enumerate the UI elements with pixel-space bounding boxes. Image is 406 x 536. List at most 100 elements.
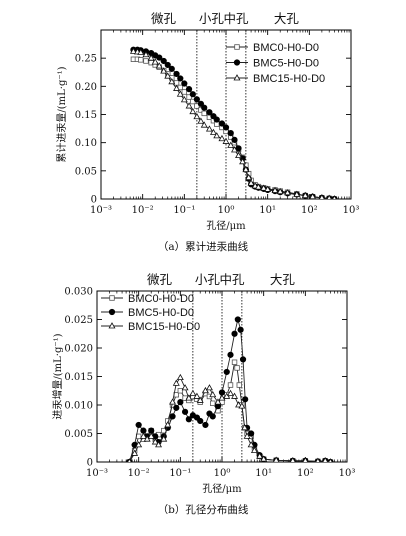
data-point <box>214 398 222 405</box>
data-point <box>237 326 244 333</box>
data-point <box>155 441 163 448</box>
data-point <box>181 80 188 87</box>
data-point <box>218 120 226 127</box>
y-tick-label: 0.020 <box>64 344 93 355</box>
data-point <box>328 458 333 462</box>
region-label: 小孔 <box>199 11 225 26</box>
legend-marker <box>109 295 115 301</box>
data-point <box>186 94 192 100</box>
data-point <box>205 384 213 391</box>
data-point <box>139 432 147 439</box>
data-point <box>271 186 279 193</box>
data-point <box>223 368 230 376</box>
legend-label: BMC0-H0-D0 <box>253 42 319 54</box>
data-point <box>231 146 238 153</box>
chart-a: 微孔 小孔 中孔 大孔 10⁻³ 10⁻² 10⁻¹ 10⁰ 10¹ 10² 10³ 0 0.05 0.1… <box>55 11 359 232</box>
data-point <box>231 359 238 365</box>
caption-b: （b）孔径分布曲线 <box>158 503 249 516</box>
x-axis-title: 孔径/μm <box>202 482 242 495</box>
data-point <box>200 121 208 128</box>
legend-marker <box>233 74 241 81</box>
region-label: 微孔 <box>151 11 177 26</box>
data-point <box>156 54 163 61</box>
data-point <box>242 165 250 173</box>
data-point <box>143 58 149 64</box>
y-tick-label: 0.015 <box>64 372 93 383</box>
data-point <box>205 125 213 132</box>
y-tick-label: 0.005 <box>64 429 93 440</box>
data-point <box>185 416 192 423</box>
data-point <box>173 404 180 411</box>
data-point <box>160 67 168 74</box>
y-tick-label: 0.05 <box>75 166 97 177</box>
data-point <box>260 455 268 462</box>
data-point <box>222 137 230 144</box>
data-point <box>315 457 321 462</box>
data-point <box>231 330 238 337</box>
data-point <box>260 184 268 191</box>
data-point <box>273 456 280 462</box>
y-tick-label: 0.20 <box>75 82 97 93</box>
y-tick-label: 0.10 <box>75 138 97 149</box>
legend: BMC0-H0-D0 BMC5-H0-D0 BMC15-H0-D0 <box>101 293 200 333</box>
x-tick-label: 10⁻³ <box>86 468 108 479</box>
legend-label: BMC0-H0-D0 <box>128 293 194 305</box>
data-point <box>231 392 239 399</box>
data-point <box>235 151 243 159</box>
data-point <box>213 132 221 139</box>
x-tick-label: 10⁻³ <box>90 205 112 216</box>
data-point <box>247 179 255 186</box>
region-label: 小孔 <box>195 272 221 287</box>
x-tick-label: 10⁻¹ <box>173 205 195 216</box>
data-point <box>227 351 234 358</box>
x-tick-label: 10⁻² <box>132 205 154 216</box>
data-point <box>210 400 216 406</box>
y-tick-label: 0.15 <box>75 110 97 121</box>
y-tick-label: 0.25 <box>75 54 97 65</box>
data-point <box>218 134 226 142</box>
data-point <box>185 86 193 93</box>
x-tick-label: 10¹ <box>259 205 276 216</box>
legend-label: BMC5-H0-D0 <box>253 58 319 70</box>
data-point <box>209 390 217 398</box>
caption-a: （a）累计进汞曲线 <box>158 240 249 253</box>
data-point <box>173 80 180 86</box>
data-point <box>181 384 189 391</box>
data-point <box>301 191 309 199</box>
data-point <box>176 373 184 381</box>
data-point <box>235 145 242 152</box>
data-point <box>173 70 180 78</box>
data-point <box>168 78 176 85</box>
data-point <box>155 62 163 69</box>
data-point <box>137 48 145 55</box>
data-point <box>276 187 284 195</box>
data-point <box>213 116 220 123</box>
data-point <box>209 128 217 135</box>
x-tick-label: 10² <box>301 205 318 216</box>
data-point <box>247 441 255 448</box>
data-point <box>180 96 188 103</box>
data-point <box>172 379 180 386</box>
data-point <box>160 435 168 442</box>
data-point <box>131 449 139 456</box>
y-tick-label: 0.010 <box>64 401 93 412</box>
data-point <box>164 421 172 428</box>
data-point <box>138 57 144 63</box>
data-point <box>197 417 204 425</box>
chart-b: 微孔 小孔 中孔 大孔 10⁻³ 10⁻² 10⁻¹ 10⁰ 10¹ 10² 10³ 0 0.005 0.… <box>51 272 355 495</box>
data-point <box>242 396 249 403</box>
data-point <box>135 421 142 429</box>
x-tick-label: 10⁻¹ <box>169 468 191 479</box>
data-point <box>206 109 213 116</box>
data-point <box>256 452 264 459</box>
data-point <box>238 402 246 409</box>
data-point <box>302 457 309 462</box>
y-tick-label: 0 <box>91 195 97 206</box>
x-tick-label: 10³ <box>339 468 356 479</box>
data-point <box>185 394 193 401</box>
data-point <box>127 458 132 462</box>
data-point <box>177 399 184 406</box>
x-tick-label: 10⁰ <box>214 468 231 479</box>
data-point <box>169 413 176 420</box>
